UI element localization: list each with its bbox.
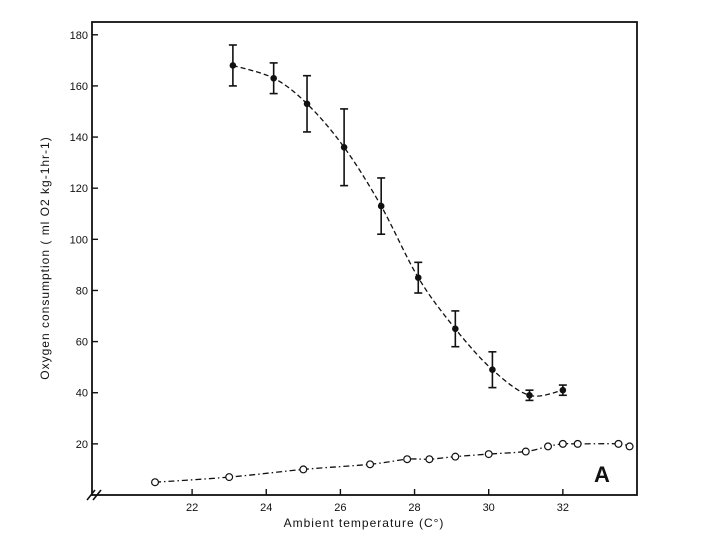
data-point-open — [625, 442, 634, 451]
x-tick-label: 28 — [408, 502, 420, 514]
data-point-open — [403, 455, 412, 464]
data-point-open — [451, 452, 460, 461]
error-bars — [228, 44, 567, 402]
x-axis-ticks: 22 24 26 28 30 32 — [186, 489, 569, 514]
data-point-filled — [270, 74, 277, 82]
data-point-open — [299, 465, 308, 474]
x-tick-label: 32 — [557, 502, 569, 514]
data-markers — [151, 62, 634, 487]
series-lines — [154, 64, 630, 483]
y-tick-label: 100 — [70, 234, 88, 246]
y-tick-label: 140 — [70, 132, 88, 144]
panel-letter: A — [594, 462, 610, 487]
x-tick-label: 24 — [260, 502, 272, 514]
data-point-open — [225, 473, 234, 482]
data-point-filled — [229, 62, 237, 69]
x-tick-label: 26 — [334, 502, 346, 514]
x-tick-label: 22 — [186, 502, 198, 514]
y-tick-label: 120 — [70, 183, 88, 195]
data-point-filled — [340, 143, 348, 151]
data-point-open — [544, 442, 553, 451]
y-axis-label: Oxygen consumption ( ml O2 kg-1hr-1) — [38, 136, 52, 379]
y-tick-label: 20 — [76, 439, 88, 451]
axis-break-mark — [86, 489, 102, 501]
data-point-filled — [303, 100, 311, 108]
data-point-open — [614, 439, 623, 448]
data-point-open — [521, 447, 530, 456]
data-point-filled — [452, 325, 459, 333]
y-tick-label: 80 — [76, 285, 88, 297]
y-axis-ticks: 20 40 60 80 100 120 140 160 180 — [70, 30, 98, 451]
x-axis-label: Ambient temperature (C°) — [284, 516, 445, 530]
plot-frame — [91, 21, 638, 496]
y-tick-label: 40 — [76, 388, 88, 400]
data-point-filled — [559, 386, 567, 394]
y-tick-label: 60 — [76, 337, 88, 349]
data-point-filled — [377, 202, 385, 210]
data-point-open — [484, 450, 493, 459]
y-tick-label: 160 — [70, 81, 88, 93]
data-point-open — [366, 460, 375, 469]
data-point-open — [573, 439, 582, 448]
data-point-open — [151, 478, 160, 487]
data-point-filled — [489, 366, 496, 374]
data-point-filled — [414, 274, 422, 281]
series-1-line — [232, 64, 564, 397]
y-tick-label: 180 — [70, 30, 88, 42]
data-point-filled — [526, 391, 533, 399]
data-point-open — [425, 455, 434, 464]
x-tick-label: 30 — [483, 502, 495, 514]
data-point-open — [558, 439, 567, 448]
